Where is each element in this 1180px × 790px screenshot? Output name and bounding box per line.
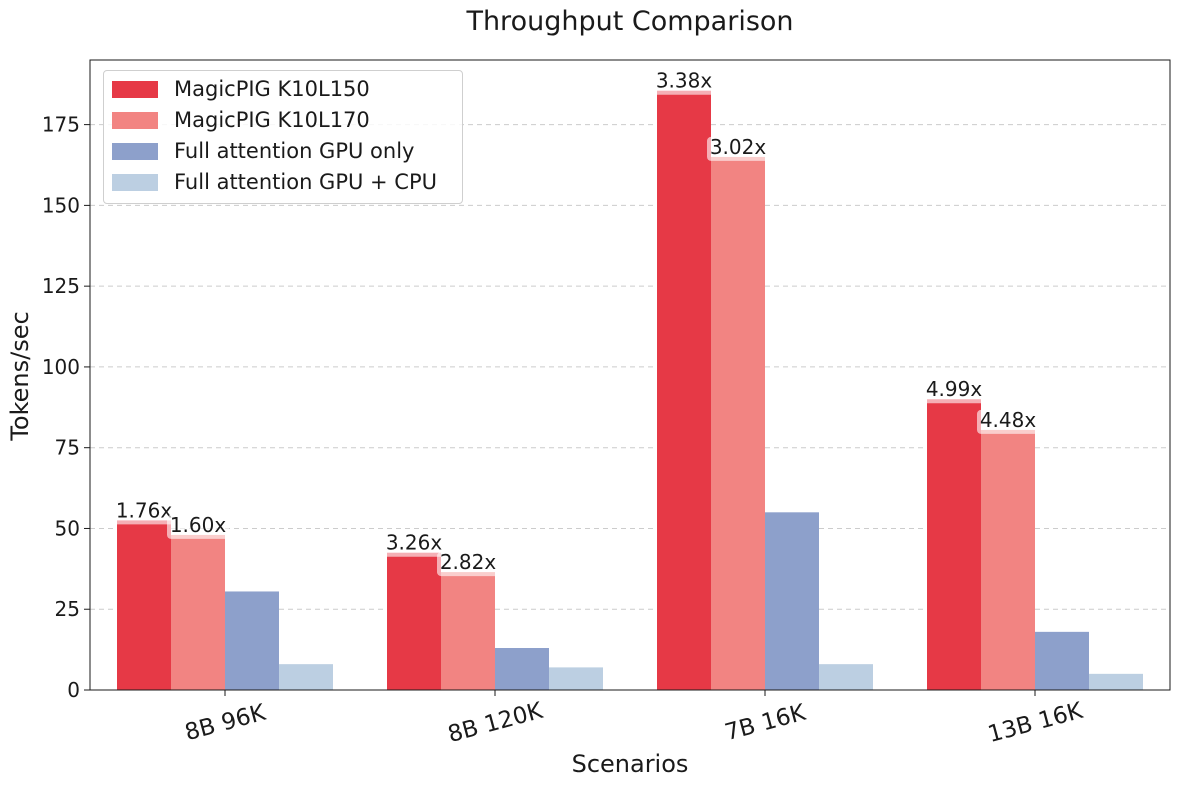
bar-4 [819,664,873,690]
plot-frame [89,59,1171,691]
legend-item-1: MagicPIG K10L150 [112,76,370,102]
legend-item-4: Full attention GPU + CPU [112,169,437,195]
speedup-label: 3.38x [656,69,713,93]
legend-label-4: Full attention GPU + CPU [174,170,438,194]
legend-swatch-4 [112,173,158,191]
x-axis-label: Scenarios [571,750,689,778]
speedup-label: 4.48x [980,408,1037,432]
legend-swatch-3 [112,142,158,160]
bar-3 [765,512,819,690]
bar-1 [117,520,171,690]
legend: MagicPIG K10L150 MagicPIG K10L170 Full a… [103,70,463,204]
bar-4 [1089,673,1143,690]
y-axis-label: Tokens/sec [6,311,34,441]
bar-1 [927,399,981,690]
legend-swatch-2 [112,111,158,129]
speedup-label: 3.02x [710,135,767,159]
y-tick-label: 100 [42,355,80,379]
legend-item-3: Full attention GPU only [112,138,414,164]
bar-2 [441,572,495,690]
y-tick-label: 0 [67,678,80,702]
chart-title: Throughput Comparison [466,6,794,37]
speedup-label-bg [167,514,229,539]
speedup-label-bg [977,409,1039,434]
x-tick-label: 7B 16K [722,700,809,747]
y-tick-label: 25 [55,597,80,621]
speedup-label-bg [653,70,715,95]
bar-1 [657,90,711,690]
speedup-label-bg [437,552,499,577]
bar-4 [279,664,333,690]
legend-label-3: Full attention GPU only [174,139,415,163]
speedup-label-bg [923,379,985,404]
legend-swatch-1 [112,80,158,98]
y-tick-label: 150 [42,193,80,217]
speedup-label: 3.26x [386,531,443,555]
bar-2 [981,429,1035,690]
bar-4 [549,667,603,690]
x-tick-label: 13B 16K [985,698,1086,748]
y-tick-label: 50 [55,516,80,540]
x-tick-label: 8B 96K [182,700,269,747]
speedup-label: 4.99x [926,377,983,401]
y-tick-label: 125 [42,274,80,298]
y-tick-label: 175 [42,113,80,137]
legend-label-2: MagicPIG K10L170 [174,108,370,132]
legend-item-2: MagicPIG K10L170 [112,107,370,133]
bar-3 [1035,631,1089,690]
speedup-label: 2.82x [440,550,497,574]
speedup-label: 1.76x [116,498,173,522]
speedup-label-bg [383,532,445,557]
y-tick-label: 75 [55,436,80,460]
speedup-label-bg [113,500,175,525]
legend-label-1: MagicPIG K10L150 [174,77,370,101]
bar-2 [711,156,765,690]
bar-3 [495,648,549,690]
bar-1 [387,552,441,690]
bar-2 [171,534,225,690]
speedup-label: 1.60x [170,513,227,537]
speedup-label-bg [707,136,769,161]
x-tick-label: 8B 120K [445,698,546,748]
bar-3 [225,591,279,690]
